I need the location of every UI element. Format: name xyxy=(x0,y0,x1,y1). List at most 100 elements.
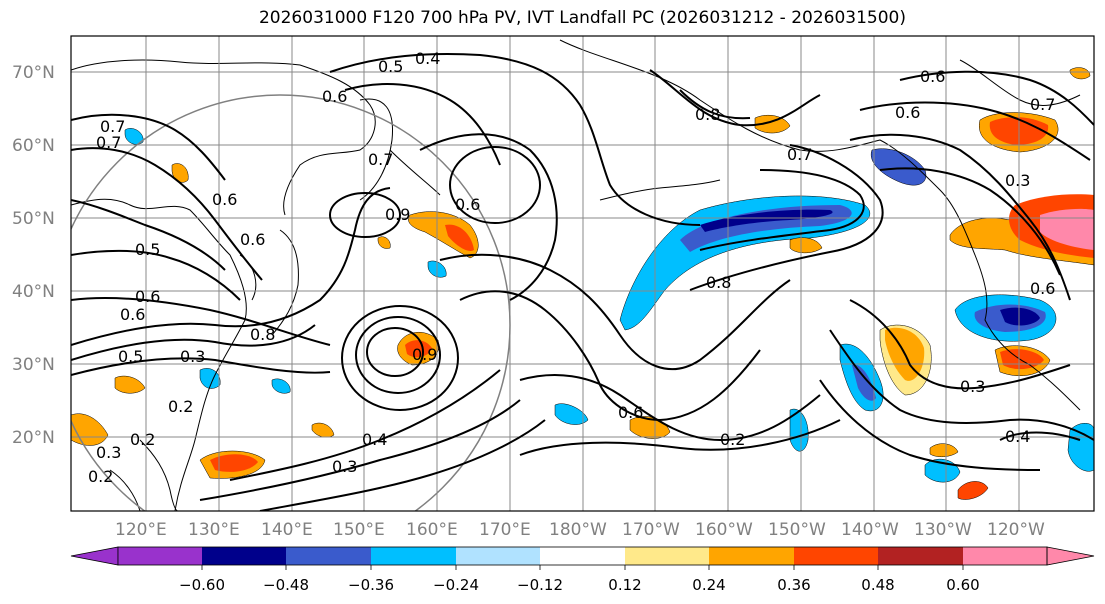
landfall-radius-circle xyxy=(71,94,511,511)
pos-anomaly-aleut xyxy=(754,115,791,134)
neg-anomaly-gulf xyxy=(619,195,871,331)
contour-label: 0.8 xyxy=(695,105,720,124)
pos-anomaly-small3 xyxy=(1069,67,1091,80)
contour-label: 0.6 xyxy=(618,403,643,422)
pv-contour-closed xyxy=(341,305,459,411)
pv-contours xyxy=(71,52,1094,511)
lon-label: 120°E xyxy=(115,520,167,540)
map-title: 2026031000 F120 700 hPa PV, IVT Landfall… xyxy=(258,8,906,28)
colorbar: −0.60 −0.48 −0.36 −0.24 −0.12 0.12 0.24 … xyxy=(70,546,1095,594)
pv-contour xyxy=(71,249,241,301)
contour-label: 0.6 xyxy=(1030,279,1055,298)
contour-label: 0.7 xyxy=(787,145,812,164)
colorbar-segment xyxy=(118,547,202,565)
lon-label: 160°W xyxy=(695,520,753,540)
latitude-labels: 70°N 60°N 50°N 40°N 30°N 20°N xyxy=(12,63,55,448)
colorbar-tick-label: 0.12 xyxy=(608,576,641,594)
colorbar-tick-label: −0.12 xyxy=(517,576,563,594)
lat-label: 20°N xyxy=(12,428,55,448)
contour-label: 0.3 xyxy=(1005,171,1030,190)
colorbar-segment xyxy=(540,547,625,565)
longitude-labels: 120°E 130°E 140°E 150°E 160°E 170°E 180°… xyxy=(115,520,1045,540)
pv-contour xyxy=(879,167,1061,276)
neg-anomaly-hawaii-core xyxy=(852,364,876,401)
pv-contour xyxy=(419,133,558,301)
contour-label: 0.6 xyxy=(212,190,237,209)
colorbar-tick-label: 0.60 xyxy=(946,576,979,594)
pos-anomaly-japan-east-red xyxy=(445,224,474,251)
contour-label: 0.6 xyxy=(135,287,160,306)
colorbar-tick-label: −0.60 xyxy=(179,576,225,594)
lon-label: 130°E xyxy=(188,520,240,540)
lon-label: 140°E xyxy=(261,520,313,540)
contour-labels: 0.4 0.5 0.6 0.6 0.7 0.8 0.6 0.7 0.6 0.5 … xyxy=(88,49,1055,486)
pv-contour-closed xyxy=(449,146,541,224)
pv-contour xyxy=(229,369,501,481)
neg-anomaly-w4 xyxy=(271,378,291,394)
colorbar-segment xyxy=(286,547,371,565)
contour-label: 0.5 xyxy=(135,240,160,259)
contour-label: 0.6 xyxy=(240,230,265,249)
pos-anomaly-tw xyxy=(114,375,146,394)
contour-label: 0.4 xyxy=(1005,427,1030,446)
pv-contour xyxy=(849,133,1071,301)
colorbar-segment xyxy=(709,547,794,565)
lon-label: 140°W xyxy=(841,520,899,540)
pv-contour xyxy=(519,374,821,442)
pos-anomaly-kuroshio-red xyxy=(405,340,432,358)
contour-label: 0.2 xyxy=(130,430,155,449)
lat-label: 40°N xyxy=(12,282,55,302)
contour-label: 0.7 xyxy=(96,133,121,152)
pv-contour xyxy=(999,431,1081,441)
lon-label: 160°E xyxy=(406,520,458,540)
colorbar-tick-label: −0.36 xyxy=(348,576,394,594)
contour-label: 0.9 xyxy=(412,345,437,364)
contour-label: 0.6 xyxy=(120,305,145,324)
pv-contour xyxy=(829,329,1094,441)
colorbar-segment xyxy=(794,547,878,565)
lat-label: 50°N xyxy=(12,209,55,229)
lon-label: 130°W xyxy=(914,520,972,540)
coast-alaska xyxy=(559,39,1081,411)
pv-contour xyxy=(899,70,1094,126)
pv-contour xyxy=(259,419,546,511)
pv-contour xyxy=(71,297,331,346)
colorbar-segment xyxy=(456,547,540,565)
neg-anomaly-w1 xyxy=(199,368,221,389)
colorbar-tick-label: 0.48 xyxy=(861,576,894,594)
colorbar-border xyxy=(117,546,1048,566)
contour-label: 0.4 xyxy=(362,430,387,449)
graticule xyxy=(71,36,1094,511)
pos-anomaly-small2 xyxy=(311,422,335,438)
pv-contour xyxy=(199,399,521,501)
contour-label: 0.7 xyxy=(1030,95,1055,114)
contour-label: 0.6 xyxy=(455,195,480,214)
lon-label: 170°W xyxy=(622,520,680,540)
lat-label: 70°N xyxy=(12,63,55,83)
colorbar-segment xyxy=(625,547,709,565)
lon-label: 180°W xyxy=(549,520,607,540)
map-border xyxy=(70,35,1095,512)
contour-label: 0.7 xyxy=(100,117,125,136)
pv-contour xyxy=(71,357,331,376)
pv-contour-closed xyxy=(355,316,441,394)
pv-contour-closed xyxy=(329,192,401,238)
contour-label: 0.7 xyxy=(368,150,393,169)
coast-kamchatka xyxy=(359,98,394,201)
contour-label: 0.5 xyxy=(378,57,403,76)
colorbar-tick-label: −0.24 xyxy=(433,576,479,594)
lat-label: 30°N xyxy=(12,355,55,375)
pv-contour xyxy=(329,52,701,226)
contour-label: 0.2 xyxy=(720,430,745,449)
contour-label: 0.6 xyxy=(322,87,347,106)
colorbar-tick-label: −0.48 xyxy=(263,576,309,594)
pv-contour xyxy=(71,199,226,271)
pv-contour xyxy=(344,83,501,166)
pv-contour xyxy=(439,253,791,370)
contour-label: 0.3 xyxy=(332,457,357,476)
pv-contour xyxy=(71,113,226,181)
coast-philippines xyxy=(139,439,179,511)
pv-contour xyxy=(649,69,821,127)
contour-label: 0.2 xyxy=(88,467,113,486)
